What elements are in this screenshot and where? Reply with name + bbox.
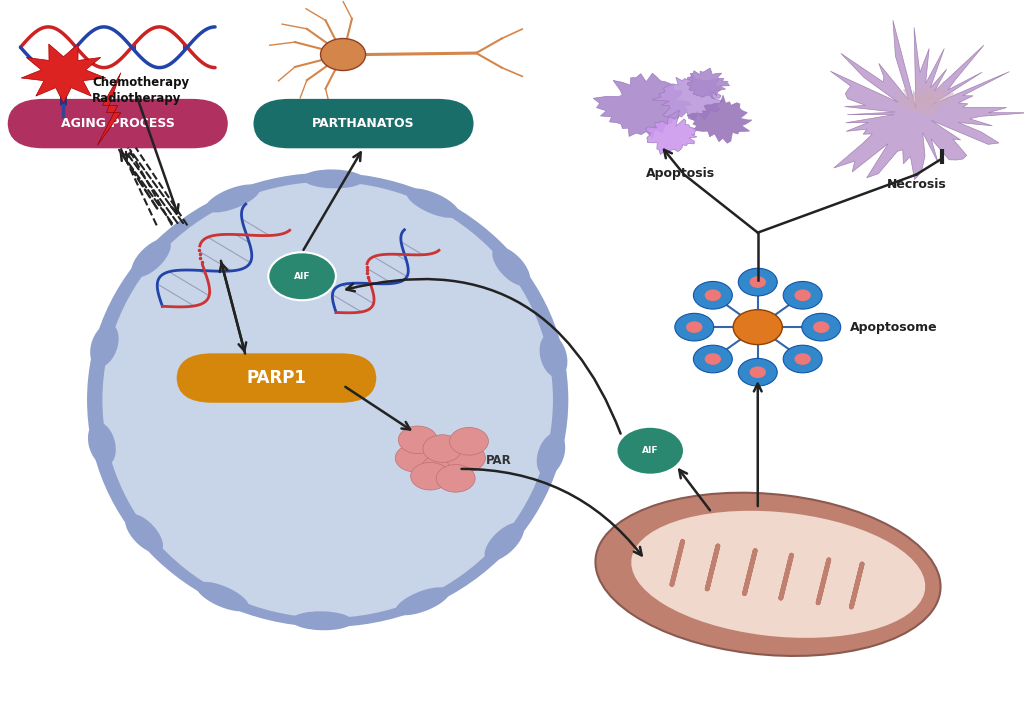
- Polygon shape: [652, 74, 723, 120]
- Circle shape: [675, 313, 714, 341]
- Ellipse shape: [292, 611, 352, 630]
- Circle shape: [705, 353, 721, 365]
- Ellipse shape: [87, 172, 568, 627]
- Text: AIF: AIF: [294, 272, 310, 281]
- Circle shape: [795, 353, 811, 365]
- Ellipse shape: [537, 433, 565, 475]
- Circle shape: [450, 427, 488, 455]
- Circle shape: [616, 427, 684, 475]
- Circle shape: [693, 345, 732, 373]
- Circle shape: [783, 281, 822, 309]
- Circle shape: [436, 465, 475, 492]
- Ellipse shape: [303, 169, 364, 188]
- Ellipse shape: [102, 182, 553, 618]
- Polygon shape: [687, 95, 752, 143]
- Ellipse shape: [540, 334, 567, 377]
- Polygon shape: [646, 116, 697, 155]
- Ellipse shape: [131, 238, 171, 277]
- Text: Apoptosis: Apoptosis: [646, 167, 716, 180]
- Ellipse shape: [595, 493, 941, 656]
- Circle shape: [738, 268, 777, 296]
- Circle shape: [398, 426, 437, 454]
- Text: PARP1: PARP1: [247, 369, 306, 387]
- Ellipse shape: [206, 185, 260, 212]
- Circle shape: [750, 276, 766, 288]
- Polygon shape: [687, 68, 729, 98]
- Circle shape: [686, 321, 702, 333]
- Circle shape: [268, 252, 336, 300]
- Circle shape: [395, 444, 434, 472]
- Polygon shape: [22, 44, 105, 103]
- FancyBboxPatch shape: [8, 99, 227, 148]
- Ellipse shape: [90, 324, 119, 367]
- FancyBboxPatch shape: [254, 99, 473, 148]
- Circle shape: [693, 281, 732, 309]
- Circle shape: [705, 289, 721, 301]
- Polygon shape: [903, 89, 949, 110]
- Circle shape: [733, 310, 782, 345]
- Text: PARTHANATOS: PARTHANATOS: [312, 117, 415, 130]
- Circle shape: [423, 435, 462, 462]
- Circle shape: [750, 366, 766, 378]
- Circle shape: [783, 345, 822, 373]
- Text: Apoptosome: Apoptosome: [850, 321, 938, 334]
- Circle shape: [813, 321, 829, 333]
- FancyBboxPatch shape: [177, 353, 377, 403]
- Circle shape: [795, 289, 811, 301]
- Text: Chemotherapy
Radiotherapy: Chemotherapy Radiotherapy: [92, 76, 189, 105]
- Text: Necrosis: Necrosis: [887, 178, 946, 191]
- Circle shape: [411, 462, 450, 490]
- Ellipse shape: [395, 587, 450, 615]
- Ellipse shape: [197, 582, 249, 611]
- Ellipse shape: [493, 246, 530, 286]
- Ellipse shape: [125, 514, 163, 553]
- Ellipse shape: [407, 188, 459, 218]
- Polygon shape: [893, 90, 950, 115]
- Polygon shape: [593, 73, 692, 138]
- Ellipse shape: [88, 422, 116, 465]
- Text: PAR: PAR: [485, 454, 511, 467]
- Circle shape: [321, 39, 366, 71]
- Circle shape: [738, 358, 777, 386]
- Circle shape: [421, 455, 460, 483]
- Ellipse shape: [631, 511, 926, 638]
- Circle shape: [446, 444, 485, 472]
- Ellipse shape: [484, 523, 524, 561]
- Polygon shape: [97, 73, 121, 145]
- Text: AGING PROCESS: AGING PROCESS: [60, 117, 175, 130]
- Polygon shape: [912, 80, 958, 106]
- Circle shape: [802, 313, 841, 341]
- Polygon shape: [830, 20, 1024, 180]
- Text: AIF: AIF: [642, 446, 658, 455]
